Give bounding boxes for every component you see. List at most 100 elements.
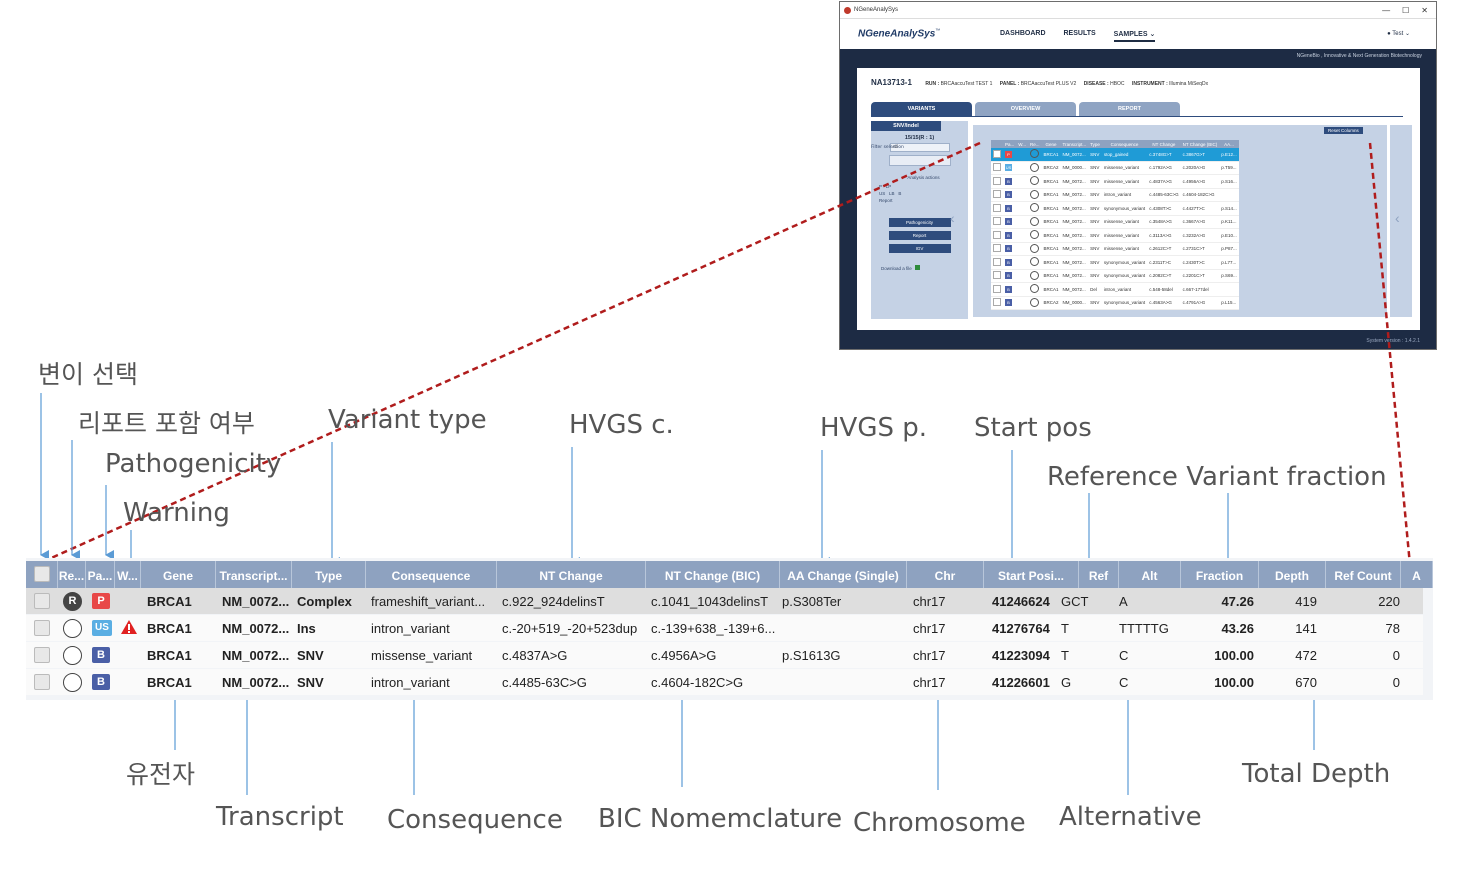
maximize-icon[interactable]: ☐ — [1402, 5, 1410, 15]
mini-table-row[interactable]: B BRCA1 NM_0072... SNV intron_variant c.4485-… — [991, 188, 1239, 202]
mini-column-header[interactable]: Re... — [1028, 140, 1042, 148]
mini-report-toggle[interactable] — [1030, 149, 1040, 159]
mini-column-header[interactable]: Consequence — [1101, 140, 1148, 148]
mini-report-toggle[interactable] — [1030, 297, 1040, 307]
mini-checkbox[interactable] — [993, 217, 1001, 226]
reset-columns-button[interactable]: Reset Columns — [1324, 127, 1363, 134]
next-arrow-icon[interactable]: ‹ — [1395, 210, 1400, 226]
report-toggle[interactable] — [63, 673, 82, 692]
nav-samples[interactable]: SAMPLES ⌄ — [1113, 30, 1156, 42]
prev-arrow-icon[interactable]: ‹ — [950, 210, 955, 226]
report-toggle[interactable]: R — [63, 592, 82, 611]
column-header[interactable]: Ref Count — [1326, 561, 1401, 588]
mini-report-toggle[interactable] — [1030, 216, 1040, 226]
column-header[interactable]: Pa... — [86, 561, 115, 588]
mini-table-row[interactable]: B BRCA1 NM_0072... SNV missense_variant c.483… — [991, 174, 1239, 189]
mini-column-header[interactable]: NT Change (BIC) — [1180, 140, 1220, 148]
table-row[interactable]: US BRCA1 NM_0072... Ins intron_variant c.-20+… — [26, 615, 1423, 641]
user-menu[interactable]: ● Test ⌄ — [1387, 31, 1410, 37]
column-header[interactable]: NT Change (BIC) — [646, 561, 780, 588]
mini-report-toggle[interactable] — [1030, 230, 1040, 240]
mini-checkbox[interactable] — [993, 230, 1001, 239]
mini-report-toggle[interactable] — [1030, 284, 1040, 294]
column-header[interactable]: Consequence — [366, 561, 497, 588]
mini-checkbox[interactable] — [993, 257, 1001, 266]
column-header[interactable]: AA Change (Single) — [780, 561, 907, 588]
column-header[interactable]: Depth — [1259, 561, 1326, 588]
mini-table-row[interactable]: B BRCA1 NM_0072... SNV missense_variant c.261… — [991, 242, 1239, 256]
mini-column-header[interactable]: Pa... — [1003, 140, 1017, 148]
nav-results[interactable]: RESULTS — [1063, 30, 1096, 37]
mini-column-header[interactable]: Type — [1088, 140, 1102, 148]
column-header[interactable]: Transcript... — [216, 561, 292, 588]
column-header[interactable]: NT Change — [497, 561, 646, 588]
mini-column-header[interactable]: Transcript... — [1060, 140, 1089, 148]
mini-checkbox[interactable] — [993, 284, 1001, 293]
mini-column-header[interactable]: W... — [1016, 140, 1029, 148]
column-header[interactable]: Re... — [58, 561, 86, 588]
filter-input[interactable] — [888, 155, 951, 166]
minimize-icon[interactable]: — — [1382, 5, 1391, 15]
mini-table-row[interactable]: B BRCA1 NM_0072... SNV missense_variant c.354… — [991, 215, 1239, 229]
tab-overview[interactable]: OVERVIEW — [975, 102, 1076, 116]
tab-report[interactable]: REPORT — [1079, 102, 1180, 116]
mini-report-toggle[interactable] — [1030, 257, 1040, 267]
nav-dashboard[interactable]: DASHBOARD — [1000, 30, 1046, 37]
column-header[interactable]: Start Posi... — [984, 561, 1079, 588]
table-row[interactable]: R P BRCA1 NM_0072... Complex frameshift_varia… — [26, 588, 1423, 614]
report-button[interactable]: Report — [888, 231, 951, 240]
report-toggle[interactable] — [63, 619, 82, 638]
mini-report-toggle[interactable] — [1030, 203, 1040, 213]
mini-checkbox[interactable] — [993, 298, 1001, 307]
mini-checkbox[interactable] — [993, 271, 1001, 280]
tab-variants[interactable]: VARIANTS — [871, 102, 972, 116]
column-header[interactable]: Gene — [141, 561, 216, 588]
filter-select[interactable]: All — [889, 143, 950, 152]
table-row[interactable]: B BRCA1 NM_0072... SNV intron_variant c.4485-… — [26, 669, 1423, 695]
igv-button[interactable]: IGV — [888, 244, 951, 253]
gene-cell: BRCA1 — [147, 675, 192, 690]
mini-column-header[interactable]: AA... — [1219, 140, 1239, 148]
column-header[interactable]: Chr — [907, 561, 984, 588]
column-header[interactable]: W... — [115, 561, 141, 588]
mini-table-row[interactable]: US BRCA2 NM_0000... SNV missense_variant c.17… — [991, 161, 1239, 175]
mini-table-row[interactable]: B BRCA1 NM_0072... SNV missense_variant c.311… — [991, 228, 1239, 243]
row-checkbox[interactable] — [34, 620, 50, 636]
mini-report-toggle[interactable] — [1030, 270, 1040, 280]
snv-indel-tab[interactable]: SNV/Indel — [871, 121, 941, 131]
download-file[interactable]: Download a file — [871, 265, 968, 271]
mini-table-row[interactable]: B BRCA1 NM_0072... SNV synonymous_variant c.2… — [991, 255, 1239, 270]
mini-table-row[interactable]: B BRCA1 NM_0072... SNV synonymous_variant c.4… — [991, 201, 1239, 216]
select-all-checkbox[interactable] — [26, 561, 58, 588]
mini-checkbox[interactable] — [993, 190, 1001, 199]
mini-column-header[interactable]: Gene — [1041, 140, 1061, 148]
mini-checkbox[interactable] — [993, 163, 1001, 172]
column-header[interactable]: Fraction — [1181, 561, 1259, 588]
checkbox[interactable] — [34, 566, 50, 582]
column-header[interactable]: Alt — [1119, 561, 1181, 588]
table-row[interactable]: B BRCA1 NM_0072... SNV missense_variant c.483… — [26, 642, 1423, 668]
mini-table-row[interactable]: B BRCA1 NM_0072... Del intron_variant c.548-5… — [991, 282, 1239, 297]
mini-table-row[interactable]: B BRCA1 NM_0072... SNV synonymous_variant c.2… — [991, 269, 1239, 283]
mini-report-toggle[interactable] — [1030, 176, 1040, 186]
column-header[interactable]: Type — [292, 561, 366, 588]
column-header[interactable]: A — [1401, 561, 1433, 588]
pathogenicity-button[interactable]: Pathogenicity — [888, 218, 951, 227]
mini-column-header[interactable] — [991, 140, 1003, 148]
mini-report-toggle[interactable] — [1030, 162, 1040, 172]
column-header[interactable]: Ref — [1079, 561, 1119, 588]
row-checkbox[interactable] — [34, 647, 50, 663]
close-icon[interactable]: ✕ — [1421, 5, 1428, 15]
mini-table-row[interactable]: B BRCA2 NM_0000... SNV synonymous_variant c.4… — [991, 296, 1239, 310]
row-checkbox[interactable] — [34, 674, 50, 690]
mini-checkbox[interactable] — [993, 244, 1001, 253]
mini-report-toggle[interactable] — [1030, 189, 1040, 199]
mini-checkbox[interactable] — [993, 149, 1001, 158]
report-toggle[interactable] — [63, 646, 82, 665]
mini-column-header[interactable]: NT Change — [1147, 140, 1181, 148]
mini-report-toggle[interactable] — [1030, 243, 1040, 253]
row-checkbox[interactable] — [34, 593, 50, 609]
mini-checkbox[interactable] — [993, 176, 1001, 185]
mini-checkbox[interactable] — [993, 203, 1001, 212]
mini-table-row[interactable]: P BRCA1 NM_0072... SNV stop_gained c.3748G>T c… — [991, 148, 1239, 162]
